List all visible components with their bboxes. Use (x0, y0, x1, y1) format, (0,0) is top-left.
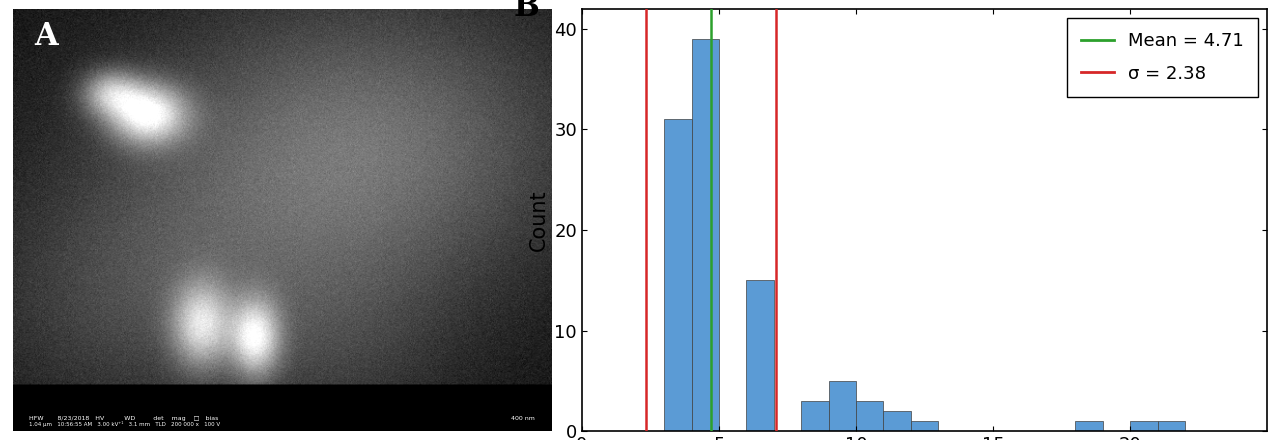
Bar (691, 39, 719, 431)
Text: HFW       8/23/2018   HV          WD         det    mag    □   bias: HFW 8/23/2018 HV WD det mag □ bias (29, 416, 219, 421)
Legend: Mean = 4.71, σ = 2.38: Mean = 4.71, σ = 2.38 (1066, 18, 1258, 97)
Text: 1.04 μm   10:56:55 AM   3.00 kV⁺¹   3.1 mm   TLD   200 000 x   100 V: 1.04 μm 10:56:55 AM 3.00 kV⁺¹ 3.1 mm TLD… (29, 421, 220, 427)
Y-axis label: Count: Count (529, 189, 549, 251)
Bar (664, 119, 691, 431)
Text: 400 nm: 400 nm (511, 416, 535, 421)
Bar (1075, 421, 1103, 431)
Bar (911, 421, 938, 431)
Bar (883, 411, 911, 431)
Bar (1130, 421, 1157, 431)
Text: B: B (513, 0, 539, 23)
Bar (1157, 421, 1185, 431)
Bar (746, 280, 774, 431)
Bar (828, 381, 856, 431)
Bar (856, 401, 883, 431)
Text: A: A (35, 22, 58, 52)
Bar (801, 401, 828, 431)
